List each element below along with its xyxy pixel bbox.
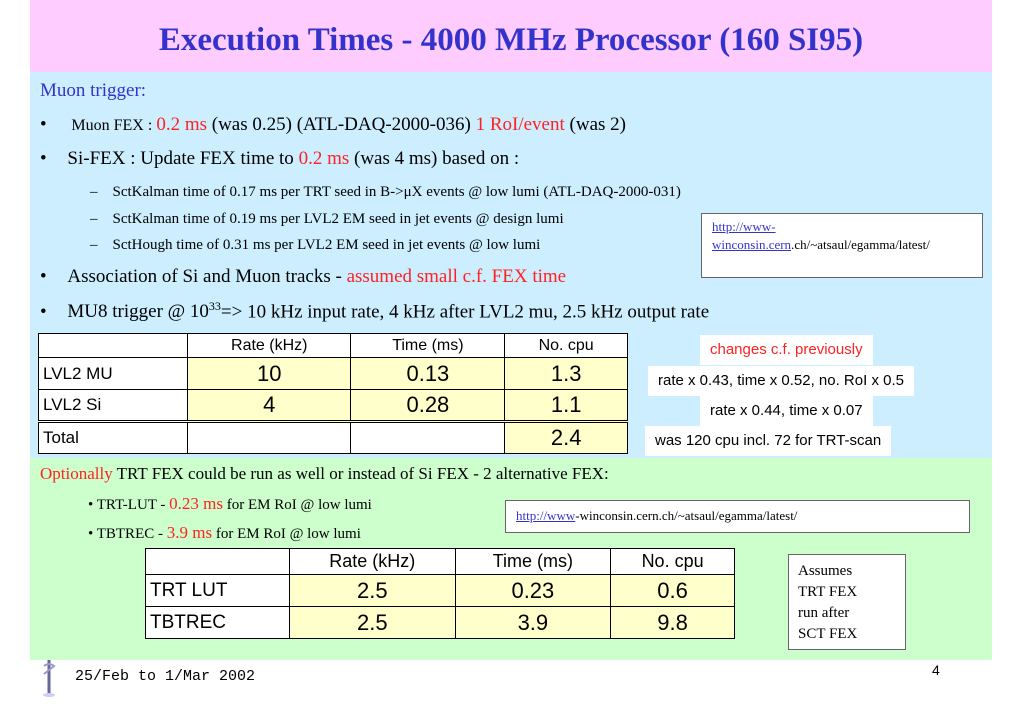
- note-mu: rate x 0.43, time x 0.52, no. RoI x 0.5: [648, 366, 914, 396]
- bullet-dot: •: [40, 114, 47, 135]
- optionally-line: Optionally TRT FEX could be run as well …: [40, 464, 609, 483]
- changes-note: changes c.f. previously: [700, 335, 873, 365]
- assumes-box: Assumes TRT FEX run after SCT FEX: [788, 554, 906, 650]
- egamma-link-2[interactable]: http://www: [516, 508, 576, 523]
- mu8-bullet: • MU8 trigger @ 1033=> 10 kHz input rate…: [40, 299, 710, 323]
- bullet-dot: •: [40, 266, 47, 287]
- bullet-dot: •: [40, 301, 47, 323]
- table-row: TBTREC 2.5 3.9 9.8: [145, 606, 735, 639]
- trt-lut-line: • TRT-LUT - 0.23 ms for EM RoI @ low lum…: [88, 494, 372, 513]
- slide-title: Execution Times - 4000 MHz Processor (16…: [158, 22, 864, 58]
- title-band: [30, 0, 992, 72]
- sub-bullet-1: – SctKalman time of 0.17 ms per TRT seed…: [90, 184, 681, 200]
- link-box-2: http://www-winconsin.cern.ch/~atsaul/ega…: [505, 500, 970, 533]
- lvl2-table: Rate (kHz) Time (ms) No. cpu LVL2 MU 10 …: [38, 333, 628, 454]
- egamma-link-1[interactable]: http://www-winconsin.cern: [712, 219, 792, 252]
- table-row: LVL2 Si 4 0.28 1.1: [38, 389, 628, 422]
- table-row: Total 2.4: [38, 421, 628, 454]
- sub-bullet-2: – SctKalman time of 0.19 ms per LVL2 EM …: [90, 211, 564, 227]
- assoc-bullet: • Association of Si and Muon tracks - as…: [40, 266, 567, 287]
- atlas-logo-icon: [40, 658, 58, 698]
- slide-number: 4: [932, 662, 940, 678]
- bullet-dot: •: [40, 148, 47, 169]
- muon-fex-bullet: • Muon FEX : 0.2 ms (was 0.25) (ATL-DAQ-…: [40, 114, 626, 135]
- note-total: was 120 cpu incl. 72 for TRT-scan: [645, 426, 892, 456]
- table-row: LVL2 MU 10 0.13 1.3: [38, 357, 628, 390]
- trt-table: Rate (kHz) Time (ms) No. cpu TRT LUT 2.5…: [145, 548, 735, 639]
- muon-heading: Muon trigger:: [40, 80, 147, 101]
- footer-date: 25/Feb to 1/Mar 2002: [75, 668, 256, 685]
- link-box-1: http://www-winconsin.cern.ch/~atsaul/ega…: [701, 213, 983, 278]
- table-row: TRT LUT 2.5 0.23 0.6: [145, 574, 735, 607]
- sub-bullet-3: – SctHough time of 0.31 ms per LVL2 EM s…: [90, 237, 541, 253]
- note-si: rate x 0.44, time x 0.07: [700, 396, 873, 426]
- table-header-row: Rate (kHz) Time (ms) No. cpu: [145, 548, 735, 575]
- table-header-row: Rate (kHz) Time (ms) No. cpu: [38, 333, 628, 358]
- tbtrec-line: • TBTREC - 3.9 ms for EM RoI @ low lumi: [88, 523, 361, 542]
- si-fex-bullet: • Si-FEX : Update FEX time to 0.2 ms (wa…: [40, 148, 520, 169]
